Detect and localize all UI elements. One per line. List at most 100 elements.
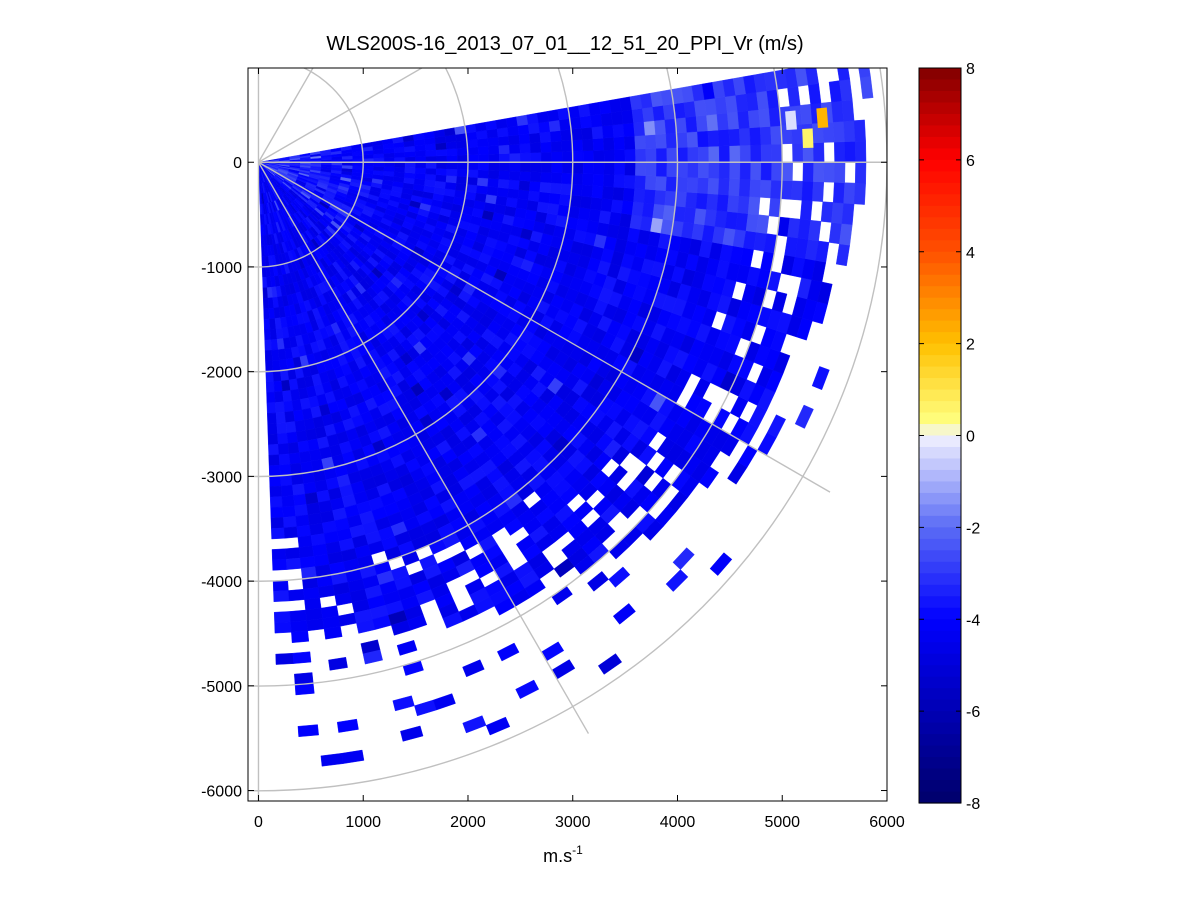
velocity-cell	[593, 162, 605, 175]
velocity-cell	[499, 153, 511, 163]
velocity-cell	[270, 506, 284, 519]
velocity-cell	[642, 106, 655, 122]
velocity-cell	[286, 557, 302, 570]
velocity-cell	[622, 122, 635, 137]
velocity-cell	[792, 143, 804, 163]
velocity-cell	[707, 177, 720, 195]
velocity-cell	[695, 114, 709, 132]
x-tick-label: 4000	[660, 814, 696, 831]
velocity-cell	[785, 110, 797, 130]
velocity-cell	[582, 138, 594, 152]
colorbar-swatch	[919, 113, 961, 127]
velocity-cell	[508, 134, 520, 145]
colorbar-swatch	[919, 458, 961, 471]
velocity-cell	[271, 527, 285, 540]
velocity-cell	[270, 517, 285, 529]
velocity-cell	[603, 137, 615, 151]
colorbar-swatch	[919, 699, 961, 712]
velocity-cell	[739, 144, 752, 163]
velocity-cell	[549, 182, 562, 195]
velocity-cell	[425, 149, 437, 157]
velocity-cell	[695, 192, 709, 210]
velocity-cell	[666, 162, 678, 178]
colorbar-tick-label: -8	[966, 796, 980, 813]
velocity-cell	[263, 318, 271, 330]
velocity-cell	[499, 162, 511, 172]
x-axis-label: m.s-1	[543, 843, 583, 866]
velocity-cell	[268, 444, 280, 456]
velocity-cell	[592, 137, 605, 151]
velocity-cell	[393, 171, 405, 178]
velocity-cell	[464, 123, 477, 134]
velocity-cell	[273, 380, 283, 393]
velocity-cell	[853, 182, 866, 205]
velocity-cell	[571, 139, 584, 152]
velocity-cell	[496, 187, 509, 198]
velocity-cell	[799, 104, 813, 125]
velocity-cell	[304, 597, 322, 611]
velocity-cell	[296, 524, 312, 538]
velocity-cell	[697, 177, 709, 194]
velocity-cell	[677, 162, 689, 178]
velocity-cell	[266, 391, 276, 404]
velocity-cell	[633, 121, 646, 137]
velocity-cell	[518, 180, 531, 191]
velocity-cell	[293, 493, 307, 507]
velocity-cell	[498, 144, 510, 155]
velocity-cell	[841, 99, 855, 122]
velocity-cell	[561, 140, 573, 152]
velocity-cell	[643, 120, 656, 136]
velocity-cell	[404, 172, 416, 179]
velocity-cell	[536, 201, 550, 214]
velocity-cell	[400, 725, 424, 742]
velocity-cell	[708, 145, 720, 163]
velocity-cell	[467, 154, 479, 163]
velocity-cell	[266, 402, 277, 414]
y-tick-label: -5000	[201, 679, 242, 696]
velocity-cell	[538, 191, 551, 204]
velocity-cell	[685, 191, 698, 209]
velocity-cell	[291, 630, 310, 643]
velocity-cell	[624, 174, 636, 189]
velocity-cell	[274, 391, 284, 403]
colorbar: 8 6 4 2 0 -2 -4 -6 -8	[918, 61, 980, 813]
velocity-cell	[292, 483, 306, 496]
velocity-cell	[373, 166, 385, 172]
colorbar-swatch	[919, 791, 961, 804]
velocity-cell	[404, 162, 416, 168]
colorbar-swatch	[919, 607, 961, 620]
velocity-cell	[812, 181, 825, 202]
velocity-cell	[467, 162, 479, 171]
velocity-cell	[436, 162, 448, 170]
velocity-cell	[297, 724, 319, 737]
x-tick-label: 1000	[345, 814, 381, 831]
velocity-cell	[284, 410, 296, 423]
velocity-cell	[794, 404, 814, 429]
velocity-cell	[655, 133, 667, 149]
velocity-cell	[738, 127, 751, 146]
velocity-cell	[759, 126, 772, 145]
velocity-cell	[394, 162, 406, 168]
velocity-cell	[496, 127, 509, 138]
velocity-cell	[294, 504, 309, 517]
velocity-cell	[404, 151, 416, 158]
velocity-cell	[588, 208, 602, 223]
colorbar-swatch	[919, 205, 961, 218]
velocity-cell	[551, 162, 563, 174]
velocity-cell	[805, 68, 819, 86]
velocity-cell	[602, 186, 614, 200]
velocity-cell	[299, 556, 316, 569]
velocity-cell	[655, 175, 667, 191]
velocity-cell	[404, 156, 416, 163]
velocity-cell	[622, 187, 635, 202]
velocity-cell	[383, 162, 395, 168]
velocity-cell	[579, 115, 593, 129]
velocity-cell	[634, 175, 647, 190]
velocity-cell	[588, 102, 602, 116]
velocity-cell	[729, 145, 741, 163]
velocity-cell	[394, 156, 406, 163]
velocity-cell	[509, 143, 521, 154]
velocity-cell	[672, 547, 695, 570]
velocity-cell	[758, 108, 771, 128]
